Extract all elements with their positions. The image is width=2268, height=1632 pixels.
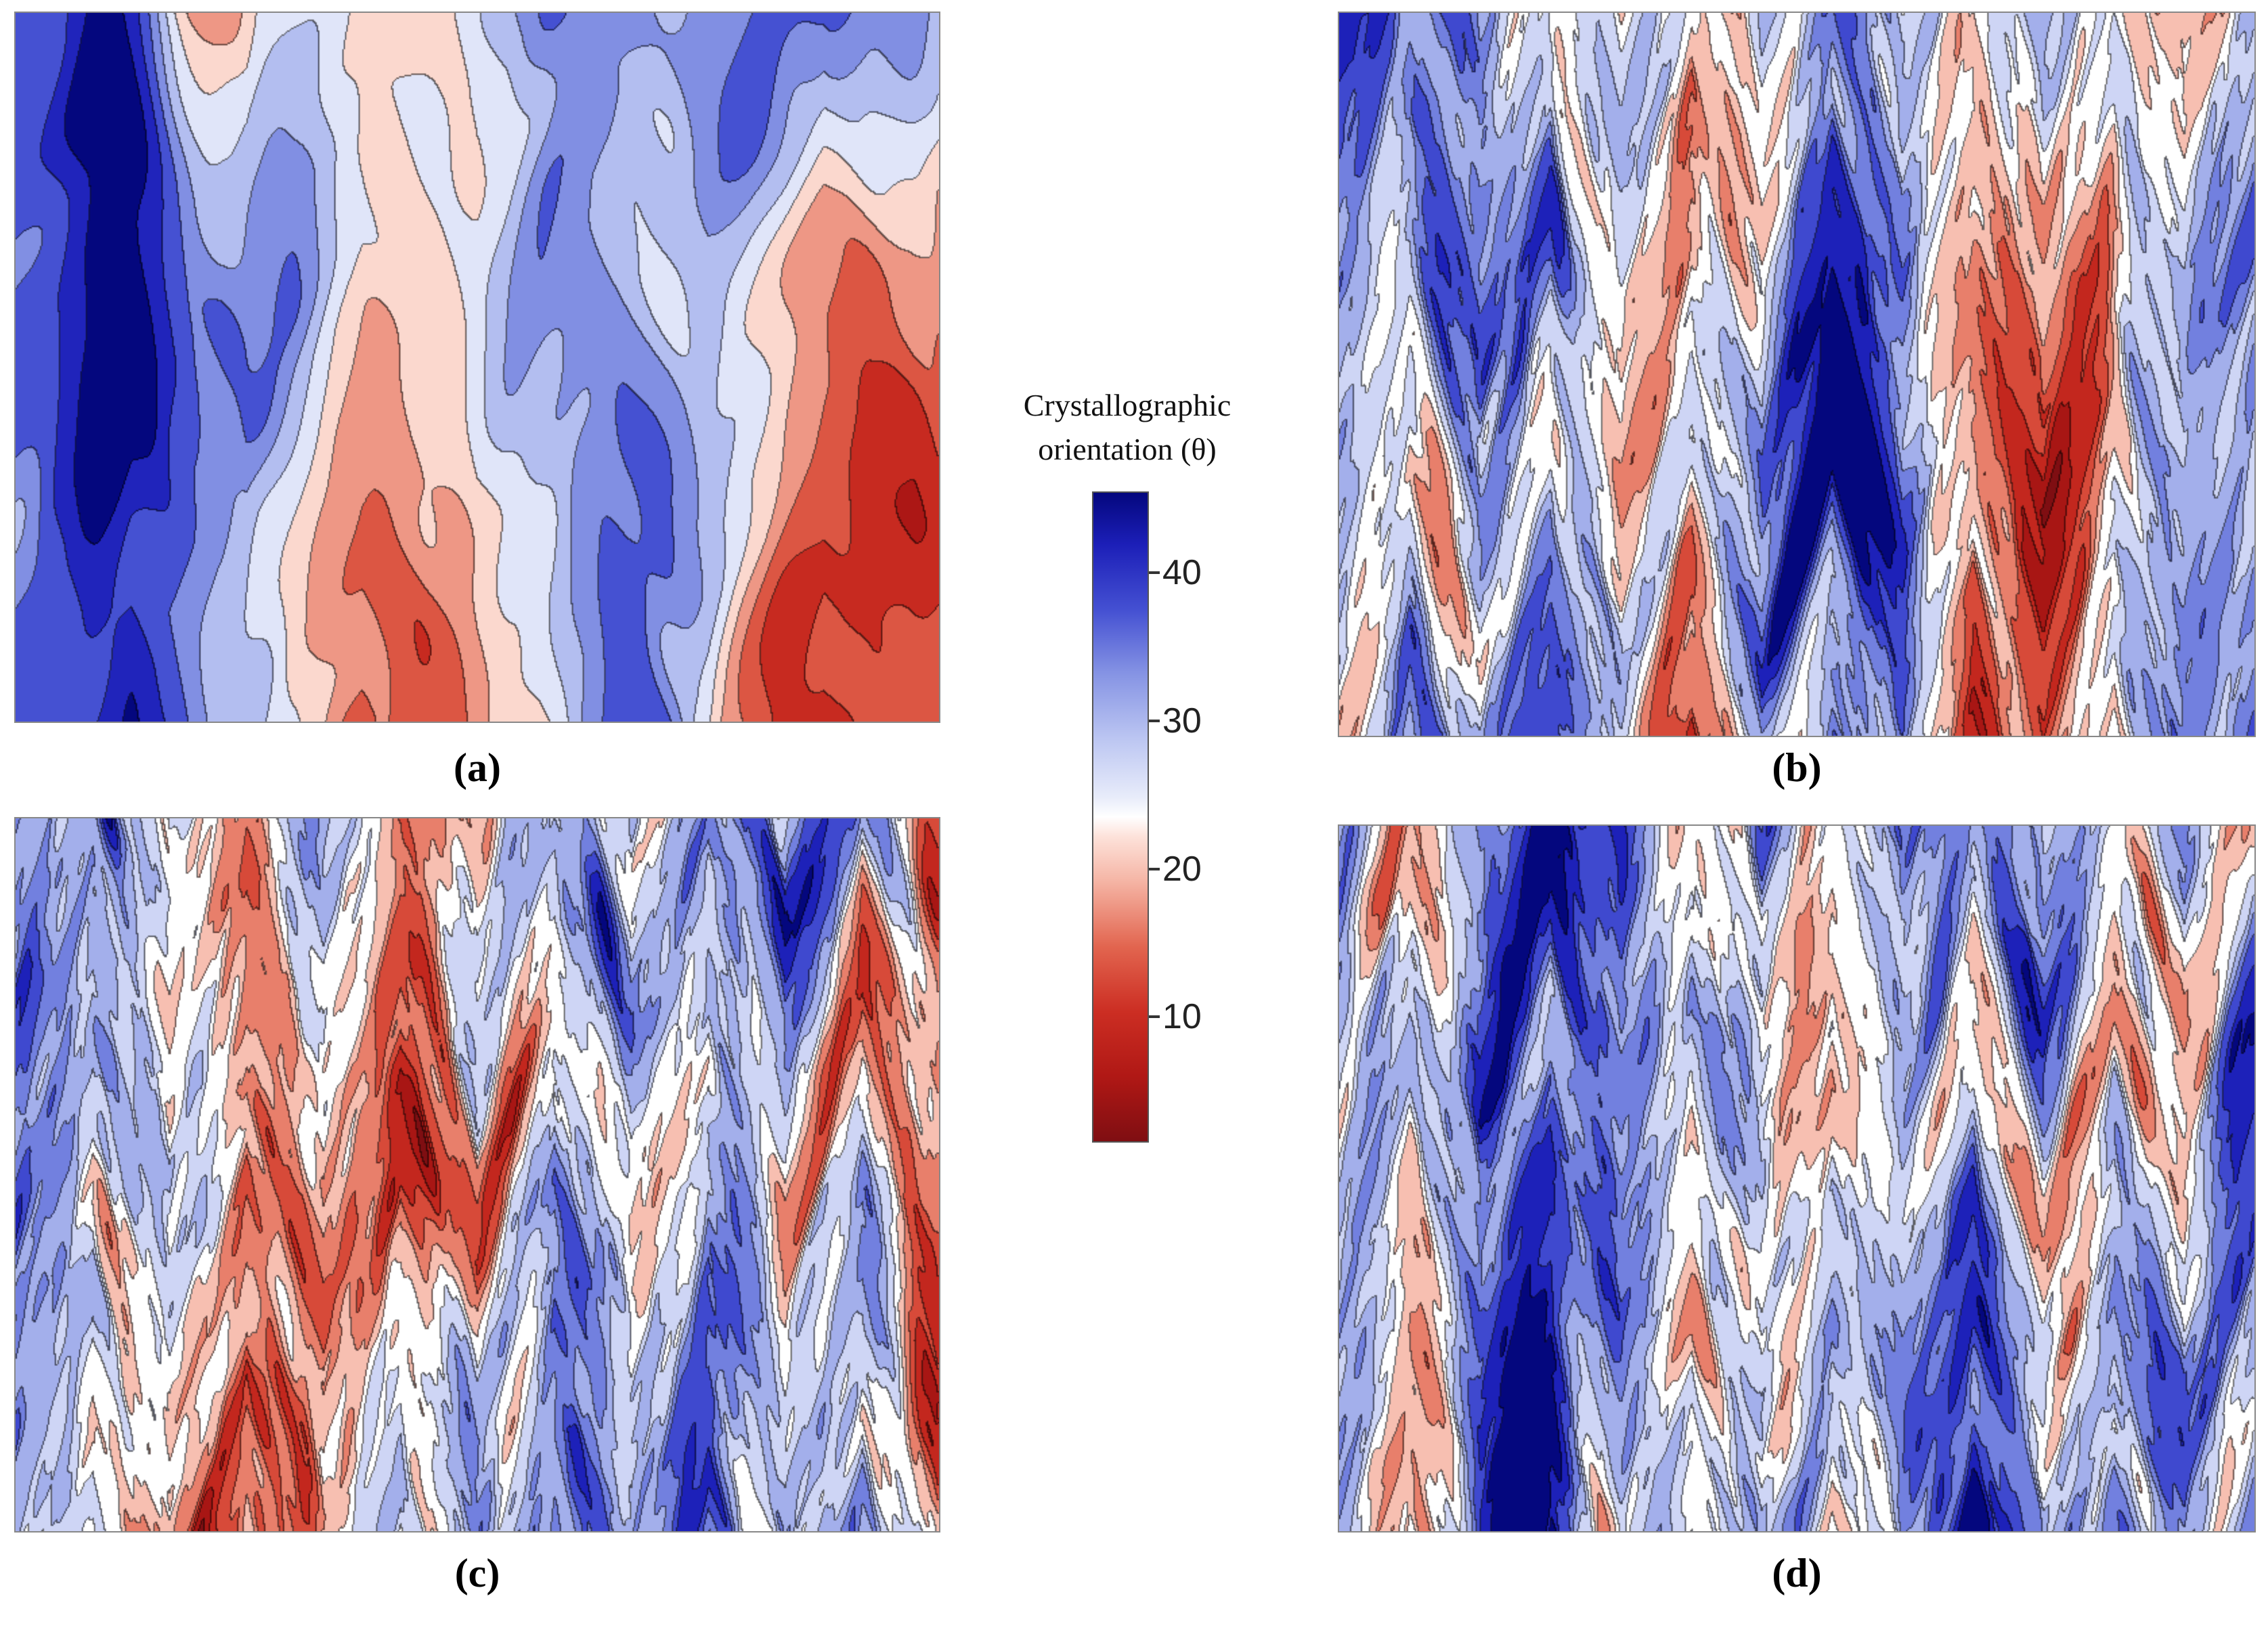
- panel-a-map: [14, 12, 940, 723]
- colorbar-tick-mark: [1149, 867, 1160, 870]
- panel-d-microstructure-canvas: [1339, 826, 2254, 1531]
- colorbar-title-line2: orientation (θ): [1038, 432, 1217, 467]
- colorbar-tick-mark: [1149, 571, 1160, 575]
- colorbar-title-line1: Crystallographic: [1023, 388, 1231, 422]
- colorbar-gradient: [1092, 491, 1149, 1143]
- panel-a-label: (a): [454, 745, 501, 790]
- panel-d-map: [1338, 824, 2256, 1532]
- panel-c-label: (c): [454, 1551, 500, 1595]
- colorbar-tick-label: 10: [1162, 997, 1202, 1037]
- colorbar-tick-label: 30: [1162, 701, 1202, 741]
- panel-a-microstructure-canvas: [16, 13, 939, 722]
- panel-b-microstructure-canvas: [1339, 13, 2254, 736]
- panel-b-label: (b): [1772, 745, 1822, 790]
- colorbar-title: Crystallographic orientation (θ): [938, 383, 1317, 472]
- panel-c-map: [14, 817, 940, 1532]
- colorbar-tick-mark: [1149, 719, 1160, 722]
- colorbar-tick-mark: [1149, 1015, 1160, 1019]
- colorbar-tick-label: 40: [1162, 553, 1202, 593]
- panel-c-microstructure-canvas: [16, 818, 939, 1531]
- colorbar-tick-label: 20: [1162, 849, 1202, 889]
- panel-d-label: (d): [1772, 1551, 1822, 1595]
- panel-b-map: [1338, 12, 2256, 737]
